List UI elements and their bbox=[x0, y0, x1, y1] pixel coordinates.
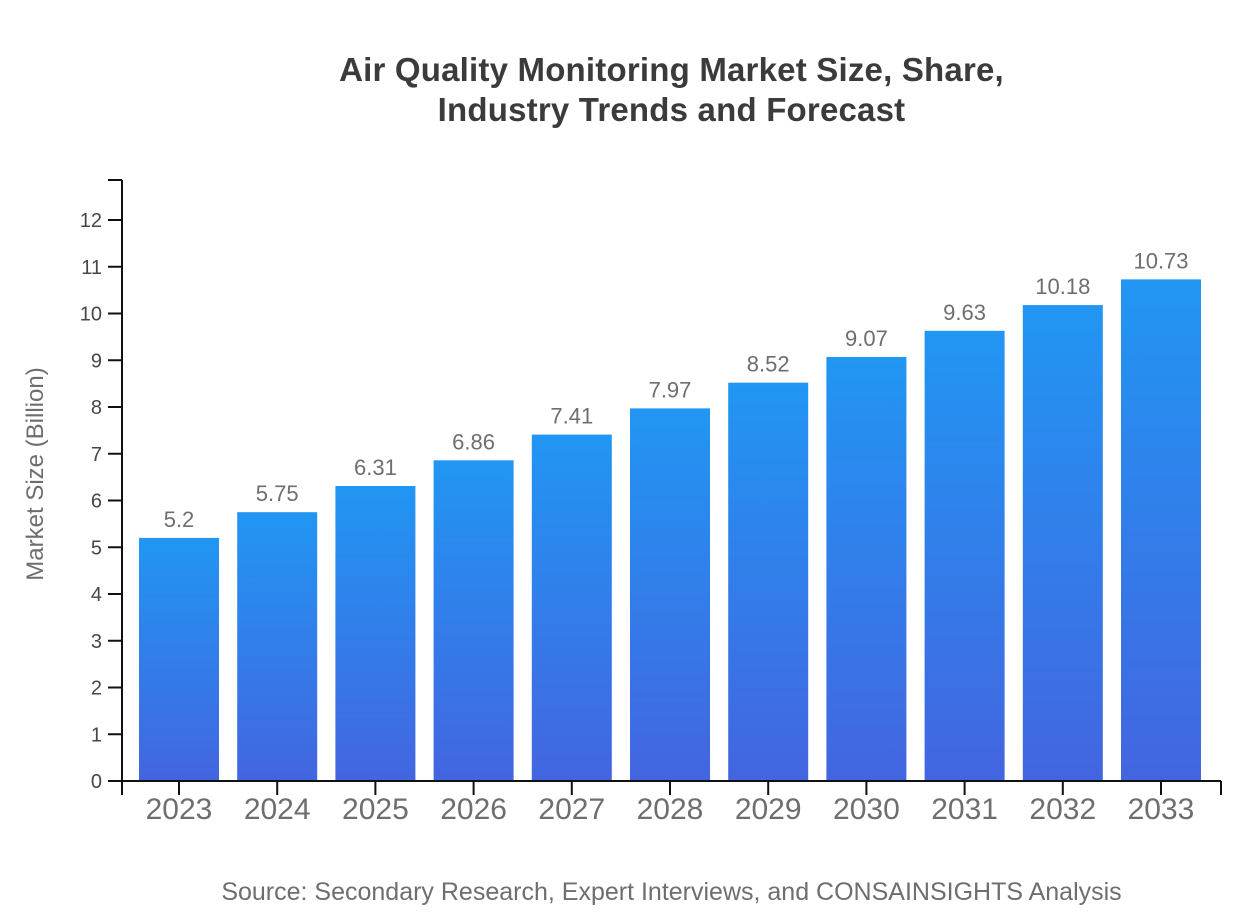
value-label-2028: 7.97 bbox=[649, 377, 692, 402]
y-tick-label-9: 9 bbox=[91, 350, 102, 372]
x-tick-label-2024: 2024 bbox=[244, 793, 311, 826]
x-tick-label-2032: 2032 bbox=[1029, 793, 1096, 826]
bar-2033 bbox=[1121, 279, 1201, 781]
value-label-2026: 6.86 bbox=[452, 429, 495, 454]
value-label-2027: 7.41 bbox=[550, 404, 593, 429]
x-tick-label-2031: 2031 bbox=[931, 793, 998, 826]
chart-title: Air Quality Monitoring Market Size, Shar… bbox=[122, 50, 1221, 130]
y-tick-label-8: 8 bbox=[91, 397, 102, 419]
value-label-2029: 8.52 bbox=[747, 352, 790, 377]
bar-2032 bbox=[1022, 305, 1103, 781]
bar-2024 bbox=[237, 512, 318, 781]
x-tick-label-2029: 2029 bbox=[735, 793, 802, 826]
y-tick-label-1: 1 bbox=[91, 724, 102, 746]
x-tick-label-2026: 2026 bbox=[440, 793, 507, 826]
value-label-2025: 6.31 bbox=[354, 455, 397, 480]
bar-2025 bbox=[335, 486, 416, 781]
bar-2028 bbox=[630, 408, 710, 781]
bar-2026 bbox=[433, 460, 514, 781]
value-label-2030: 9.07 bbox=[845, 326, 888, 351]
y-tick-label-0: 0 bbox=[91, 771, 102, 793]
x-tick-label-2028: 2028 bbox=[637, 793, 704, 826]
y-tick-label-12: 12 bbox=[80, 210, 102, 232]
x-tick-label-2025: 2025 bbox=[342, 793, 409, 826]
y-tick-label-4: 4 bbox=[91, 584, 102, 606]
y-tick-label-7: 7 bbox=[91, 444, 102, 466]
bar-2029 bbox=[728, 382, 809, 781]
x-tick-label-2027: 2027 bbox=[538, 793, 605, 826]
x-tick-label-2033: 2033 bbox=[1128, 793, 1195, 826]
y-tick-label-10: 10 bbox=[80, 304, 102, 326]
value-label-2031: 9.63 bbox=[943, 300, 986, 325]
bar-2023 bbox=[139, 537, 219, 781]
y-tick-label-6: 6 bbox=[91, 491, 102, 513]
source-note: Source: Secondary Research, Expert Inter… bbox=[221, 878, 1122, 906]
x-tick-label-2023: 2023 bbox=[146, 793, 213, 826]
bar-2030 bbox=[826, 356, 907, 781]
value-label-2033: 10.73 bbox=[1133, 248, 1188, 273]
bar-2027 bbox=[531, 434, 612, 781]
value-label-2032: 10.18 bbox=[1035, 274, 1090, 299]
y-tick-label-11: 11 bbox=[81, 257, 102, 279]
y-tick-label-5: 5 bbox=[91, 537, 102, 559]
chart-title-line-2: Industry Trends and Forecast bbox=[437, 91, 906, 128]
value-label-2023: 5.2 bbox=[164, 507, 195, 532]
bar-2031 bbox=[924, 330, 1005, 781]
y-tick-label-2: 2 bbox=[91, 678, 102, 700]
chart-title-line-1: Air Quality Monitoring Market Size, Shar… bbox=[339, 51, 1004, 88]
y-tick-label-3: 3 bbox=[91, 631, 102, 653]
x-tick-label-2030: 2030 bbox=[833, 793, 900, 826]
value-label-2024: 5.75 bbox=[256, 481, 299, 506]
